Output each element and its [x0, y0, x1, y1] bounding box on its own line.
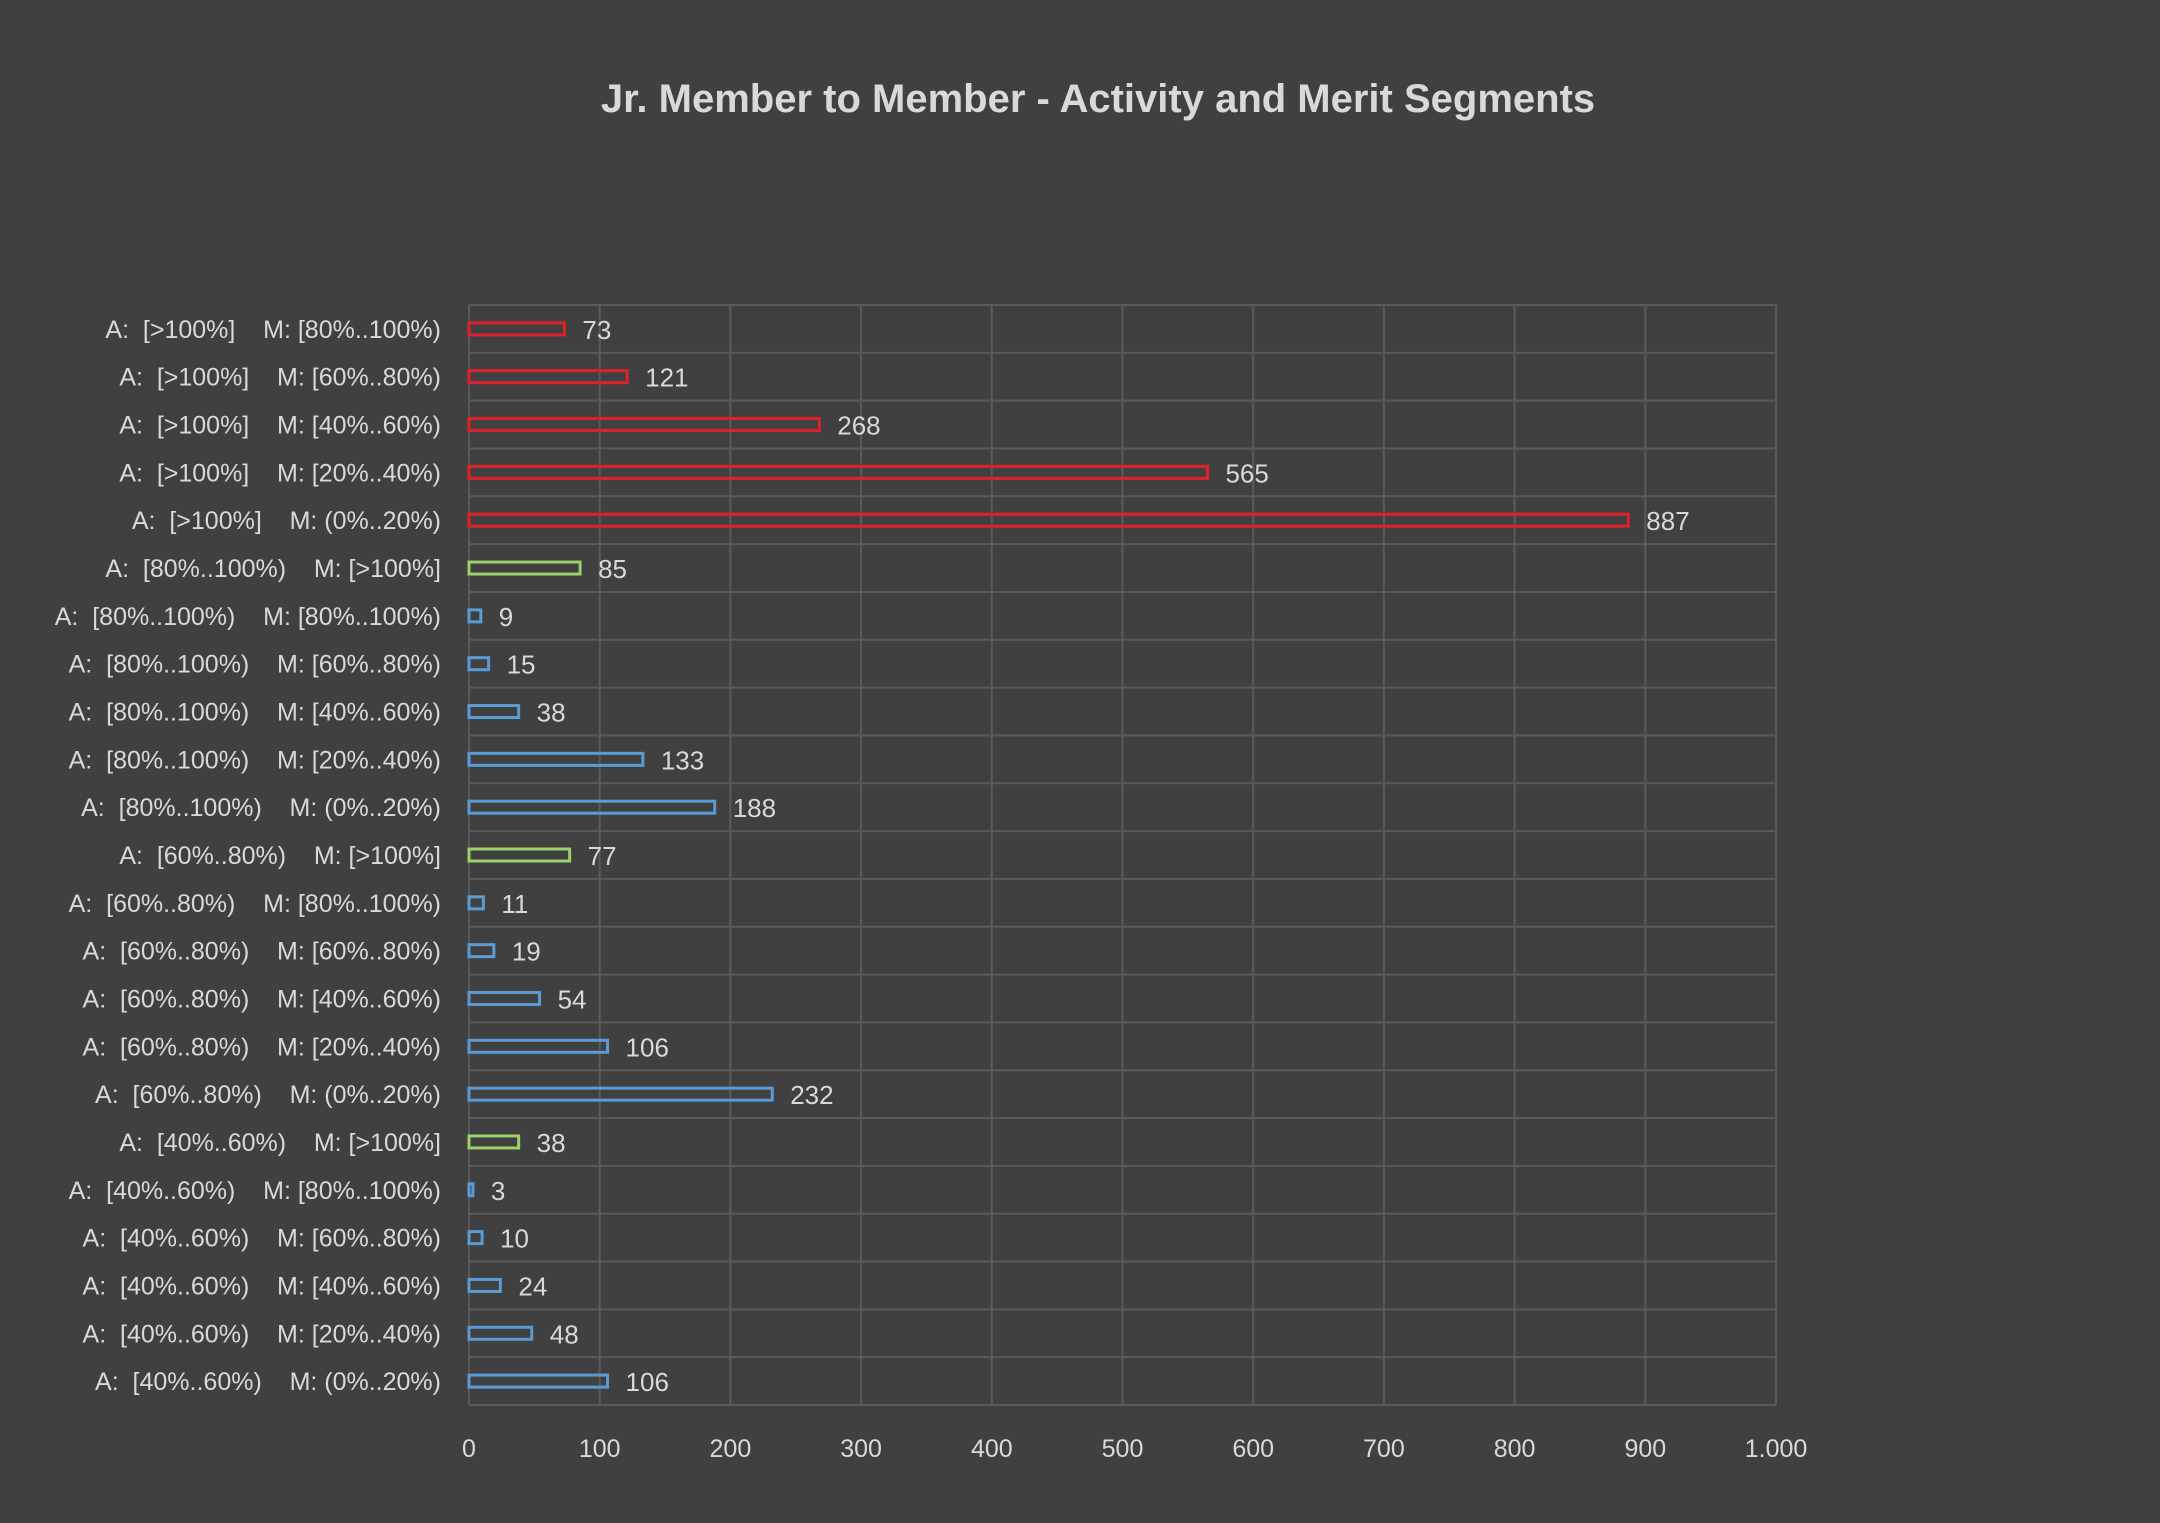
bar — [467, 369, 629, 385]
category-label: A: [80%..100%) M: [80%..100%) — [55, 603, 441, 631]
data-label: 106 — [626, 1032, 669, 1062]
bar — [467, 321, 566, 337]
category-label: A: [40%..60%) M: (0%..20%) — [95, 1368, 441, 1396]
data-label: 15 — [507, 650, 536, 680]
data-label: 188 — [733, 793, 776, 823]
bar — [467, 1230, 484, 1246]
category-label: A: [40%..60%) M: [40%..60%) — [83, 1272, 441, 1300]
category-label: A: [>100%] M: (0%..20%) — [132, 507, 441, 535]
x-tick-label: 400 — [971, 1435, 1013, 1463]
category-label: A: [60%..80%) M: [60%..80%) — [83, 938, 441, 966]
data-label: 268 — [837, 411, 880, 441]
bar — [467, 704, 521, 720]
data-label: 24 — [518, 1271, 547, 1301]
category-label: A: [40%..60%) M: [20%..40%) — [83, 1320, 441, 1348]
bar — [467, 847, 572, 863]
category-label: A: [40%..60%) M: [80%..100%) — [69, 1177, 441, 1205]
data-label: 121 — [645, 363, 688, 393]
data-labels: 7312126856588785915381331887711195410623… — [491, 315, 1690, 1397]
x-tick-label: 1.000 — [1745, 1435, 1808, 1463]
data-label: 77 — [588, 841, 617, 871]
data-label: 565 — [1225, 458, 1268, 488]
bar — [467, 1134, 521, 1150]
category-label: A: [40%..60%) M: [>100%] — [119, 1129, 441, 1157]
data-label: 9 — [499, 602, 513, 632]
x-tick-label: 0 — [462, 1435, 476, 1463]
bar — [467, 990, 542, 1006]
category-label: A: [>100%] M: [20%..40%) — [119, 459, 441, 487]
category-label: A: [60%..80%) M: [>100%] — [119, 842, 441, 870]
data-label: 19 — [512, 937, 541, 967]
gridlines — [468, 304, 1777, 1406]
data-label: 38 — [537, 698, 566, 728]
x-tick-label: 500 — [1102, 1435, 1144, 1463]
data-label: 11 — [501, 889, 528, 919]
data-label: 85 — [598, 554, 627, 584]
x-axis-tick-labels: 0 100 200 300 400 500 600 700 800 900 1.000 — [462, 1435, 1807, 1463]
data-label: 3 — [491, 1176, 505, 1206]
data-label: 10 — [500, 1224, 529, 1254]
data-label: 48 — [550, 1319, 579, 1349]
category-label: A: [>100%] M: [80%..100%) — [105, 316, 441, 344]
bar — [467, 751, 645, 767]
category-label: A: [80%..100%) M: [>100%] — [105, 555, 441, 583]
data-label: 54 — [558, 984, 587, 1014]
category-label: A: [80%..100%) M: [20%..40%) — [69, 746, 441, 774]
category-label: A: [60%..80%) M: [80%..100%) — [69, 890, 441, 918]
category-label: A: [>100%] M: [60%..80%) — [119, 364, 441, 392]
data-label: 232 — [790, 1080, 833, 1110]
x-tick-label: 800 — [1494, 1435, 1536, 1463]
data-label: 106 — [626, 1367, 669, 1397]
x-tick-label: 600 — [1232, 1435, 1274, 1463]
bar — [467, 1086, 774, 1102]
bar — [467, 656, 491, 672]
data-label: 38 — [537, 1128, 566, 1158]
data-label: 133 — [661, 745, 704, 775]
bar — [467, 1182, 475, 1198]
bar — [467, 1325, 534, 1341]
category-label: A: [60%..80%) M: [20%..40%) — [83, 1033, 441, 1061]
bar — [467, 1277, 502, 1293]
bar — [467, 512, 1630, 528]
bar — [467, 895, 485, 911]
category-label: A: [40%..60%) M: [60%..80%) — [83, 1225, 441, 1253]
x-tick-label: 300 — [840, 1435, 882, 1463]
x-tick-label: 900 — [1624, 1435, 1666, 1463]
category-labels: A: [>100%] M: [80%..100%) A: [>100%] M: [… — [55, 316, 441, 1396]
category-label: A: [60%..80%) M: [40%..60%) — [83, 985, 441, 1013]
data-label: 73 — [582, 315, 611, 345]
category-label: A: [80%..100%) M: [40%..60%) — [69, 699, 441, 727]
bar — [467, 1038, 610, 1054]
bar — [467, 943, 496, 959]
x-tick-label: 200 — [710, 1435, 752, 1463]
category-label: A: [80%..100%) M: (0%..20%) — [81, 794, 441, 822]
bar — [467, 608, 483, 624]
category-label: A: [80%..100%) M: [60%..80%) — [69, 651, 441, 679]
category-label: A: [60%..80%) M: (0%..20%) — [95, 1081, 441, 1109]
bars — [467, 321, 1630, 1389]
bar — [467, 799, 717, 815]
bar — [467, 464, 1209, 480]
bar — [467, 417, 821, 433]
bar — [467, 1373, 610, 1389]
x-tick-label: 700 — [1363, 1435, 1405, 1463]
chart-title: Jr. Member to Member - Activity and Meri… — [601, 77, 1595, 121]
data-label: 887 — [1646, 506, 1689, 536]
bar — [467, 560, 582, 576]
x-tick-label: 100 — [579, 1435, 621, 1463]
category-label: A: [>100%] M: [40%..60%) — [119, 412, 441, 440]
